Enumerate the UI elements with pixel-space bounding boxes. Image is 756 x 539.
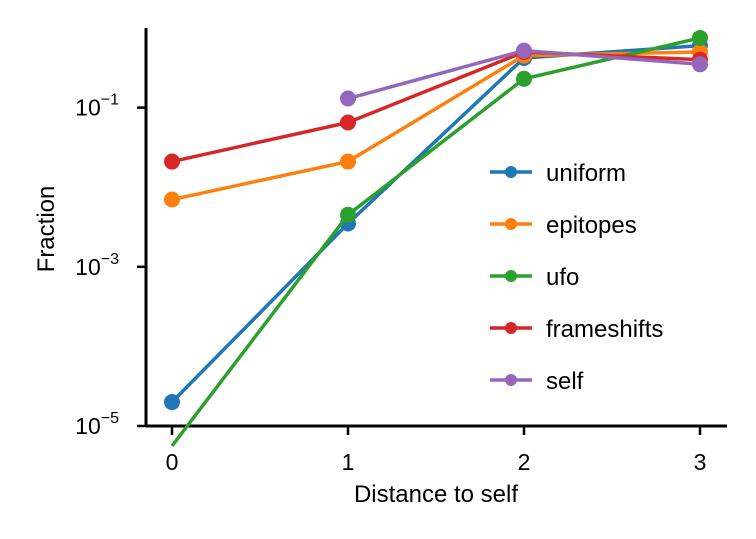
axes: [144, 28, 727, 428]
x-tick-label: 1: [342, 449, 355, 475]
legend-swatch-marker: [505, 374, 517, 386]
data-point: [692, 29, 708, 46]
data-point: [164, 153, 180, 170]
series-layer: [164, 29, 708, 448]
series-self: [340, 42, 708, 107]
data-point: [164, 394, 180, 411]
legend-label: ufo: [546, 264, 579, 291]
y-tick-label: 10−1: [75, 92, 119, 121]
x-ticks: 0 1 2 3: [166, 426, 707, 475]
legend-item-self: self: [490, 368, 584, 395]
y-tick-base: 10: [75, 254, 101, 280]
data-point: [340, 90, 356, 107]
y-tick-exponent: −1: [101, 92, 119, 109]
series-line: [170, 36, 701, 448]
legend-label: frameshifts: [546, 316, 663, 343]
legend-item-frameshifts: frameshifts: [490, 316, 663, 343]
series-line: [170, 43, 701, 404]
legend-item-ufo: ufo: [490, 264, 579, 291]
data-point: [164, 191, 180, 208]
y-axis-label: Fraction: [33, 186, 60, 273]
y-tick-label: 10−3: [75, 251, 119, 280]
data-point: [340, 114, 356, 131]
legend-label: uniform: [546, 160, 626, 187]
legend-item-uniform: uniform: [490, 160, 626, 187]
legend-item-epitopes: epitopes: [490, 212, 637, 239]
x-tick-label: 2: [518, 449, 531, 475]
x-tick-label: 3: [694, 449, 707, 475]
data-point: [692, 56, 708, 73]
series-line: [171, 50, 701, 202]
legend-swatch-marker: [505, 270, 517, 282]
legend-swatch-marker: [505, 218, 517, 230]
y-tick-exponent: −5: [101, 410, 119, 427]
y-tick-label: 10−5: [75, 410, 119, 439]
legend-label: self: [546, 368, 584, 395]
x-tick-label: 0: [166, 449, 179, 475]
data-point: [340, 153, 356, 170]
legend: uniform epitopes ufo frameshifts self: [490, 160, 663, 395]
legend-swatch-marker: [505, 166, 517, 178]
legend-label: epitopes: [546, 212, 637, 239]
data-point: [340, 206, 356, 223]
x-axis-label: Distance to self: [354, 481, 518, 508]
y-tick-base: 10: [75, 413, 101, 439]
y-tick-exponent: −3: [101, 251, 119, 268]
y-tick-base: 10: [75, 95, 101, 121]
legend-swatch-marker: [505, 322, 517, 334]
y-ticks: 10−110−310−5: [75, 92, 146, 439]
series-epitopes: [164, 43, 708, 208]
data-point: [516, 70, 532, 87]
data-point: [516, 42, 532, 59]
